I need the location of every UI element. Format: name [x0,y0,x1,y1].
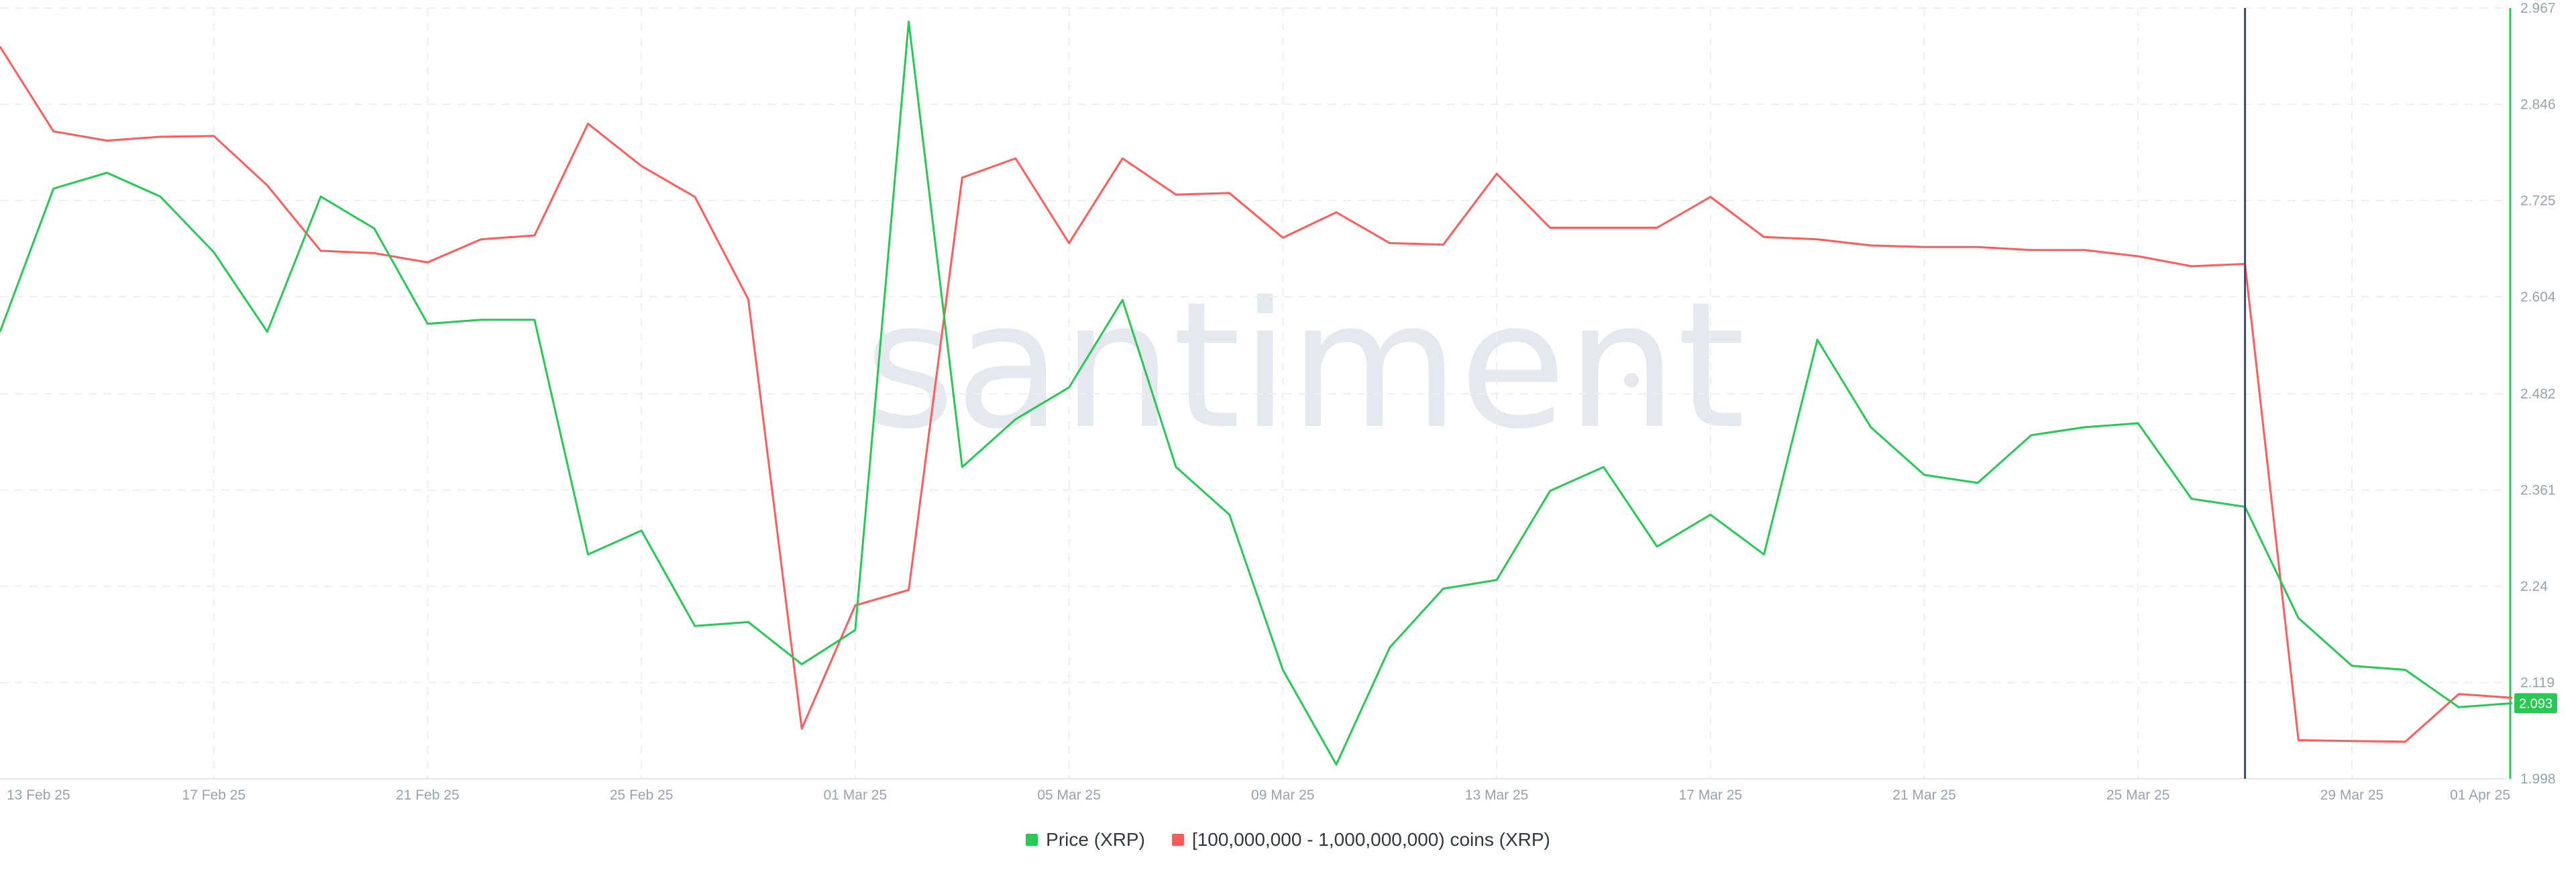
x-tick-label: 25 Mar 25 [2106,787,2170,803]
legend-item-price[interactable]: Price (XRP) [1026,829,1145,851]
y-tick-label: 2.725 [2520,193,2556,209]
watermark-dot-left [972,373,987,388]
x-tick-label: 17 Mar 25 [1679,787,1743,803]
x-tick-label: 01 Mar 25 [824,787,888,803]
y-tick-label: 2.967 [2520,1,2556,16]
x-tick-label: 21 Feb 25 [396,787,460,803]
x-tick-label: 13 Mar 25 [1465,787,1529,803]
chart-legend: Price (XRP) [100,000,000 - 1,000,000,000… [0,826,2576,853]
santiment-watermark: santiment [864,265,1746,468]
watermark-dot-right [1624,373,1639,388]
y-tick-label: 2.119 [2520,675,2555,691]
series-lines [0,20,2513,766]
x-tick-label: 29 Mar 25 [2320,787,2384,803]
x-tick-label: 05 Mar 25 [1037,787,1101,803]
x-tick-label: 09 Mar 25 [1251,787,1315,803]
y-tick-label: 2.24 [2520,579,2548,594]
grid-lines [0,7,2506,779]
series-line-coins [0,46,2513,743]
legend-label-price: Price (XRP) [1046,829,1145,850]
y-tick-label: 2.482 [2520,386,2556,402]
legend-swatch-price [1026,834,1038,846]
x-tick-label: 17 Feb 25 [182,787,246,803]
series-line-price [0,20,2513,766]
y-tick-label: 2.846 [2520,97,2556,112]
legend-swatch-coins [1171,834,1184,846]
x-tick-label: 25 Feb 25 [610,787,674,803]
y-axis-ticks: 1.998 2.119 2.24 2.361 2.482 2.604 2.725 2.846 2… [2520,1,2556,787]
legend-label-coins: [100,000,000 - 1,000,000,000) coins (XRP… [1191,829,1550,850]
x-tick-label: 13 Feb 25 [7,787,70,803]
y-tick-label: 2.604 [2520,289,2556,305]
y-tick-label: 2.361 [2520,483,2556,498]
legend-item-coins[interactable]: [100,000,000 - 1,000,000,000) coins (XRP… [1171,829,1550,851]
x-tick-label: 21 Mar 25 [1892,787,1956,803]
x-axis-ticks: 13 Feb 25 17 Feb 25 21 Feb 25 25 Feb 25 01 M… [7,787,2510,803]
current-price-badge: 2.093 [2514,693,2557,714]
current-price-value: 2.093 [2519,696,2553,711]
current-price-badge-bg [2514,693,2557,714]
x-tick-label: 01 Apr 25 [2450,787,2510,803]
y-tick-label: 1.998 [2520,771,2556,787]
